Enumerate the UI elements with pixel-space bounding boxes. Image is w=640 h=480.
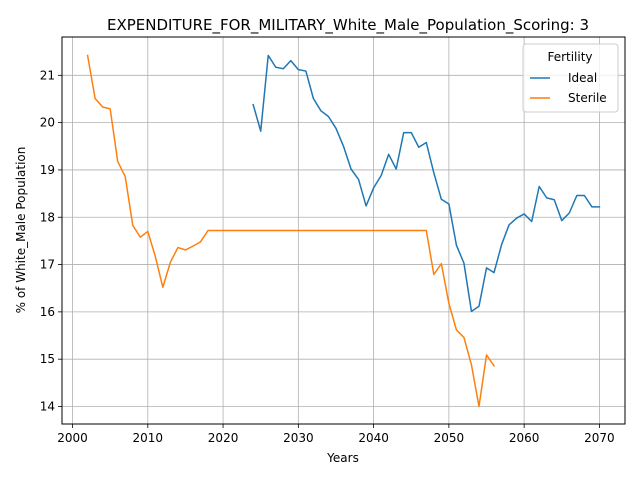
y-tick-label: 16 [40,305,55,319]
y-axis-ticks: 14 15 16 17 18 19 20 21 [40,68,62,413]
x-tick-label: 2070 [584,431,615,445]
x-tick-label: 2040 [358,431,389,445]
y-tick-label: 20 [40,116,55,130]
y-tick-label: 17 [40,258,55,272]
y-tick-label: 19 [40,163,55,177]
x-tick-label: 2030 [283,431,314,445]
plot-frame [61,36,626,425]
y-tick-label: 18 [40,210,55,224]
legend: Fertility Ideal Sterile [522,43,619,113]
x-tick-label: 2010 [133,431,164,445]
chart-title: EXPENDITURE_FOR_MILITARY_White_Male_Popu… [107,16,589,35]
y-axis-label: % of White_Male Population [14,147,28,314]
legend-title: Fertility [547,50,592,64]
y-tick-label: 14 [40,399,55,413]
legend-label-sterile: Sterile [568,91,607,105]
x-axis-ticks: 2000 2010 2020 2030 2040 2050 2060 2070 [57,424,615,445]
x-tick-label: 2020 [208,431,239,445]
series-line-sterile [86,54,496,408]
y-tick-label: 15 [40,352,55,366]
x-tick-label: 2000 [57,431,88,445]
x-tick-label: 2050 [434,431,465,445]
legend-label-ideal: Ideal [568,71,597,85]
x-tick-label: 2060 [509,431,540,445]
x-axis-label: Years [326,451,359,465]
y-tick-label: 21 [40,68,55,82]
series-line-ideal [252,54,601,313]
legend-box [522,43,619,113]
series-group [86,54,601,408]
